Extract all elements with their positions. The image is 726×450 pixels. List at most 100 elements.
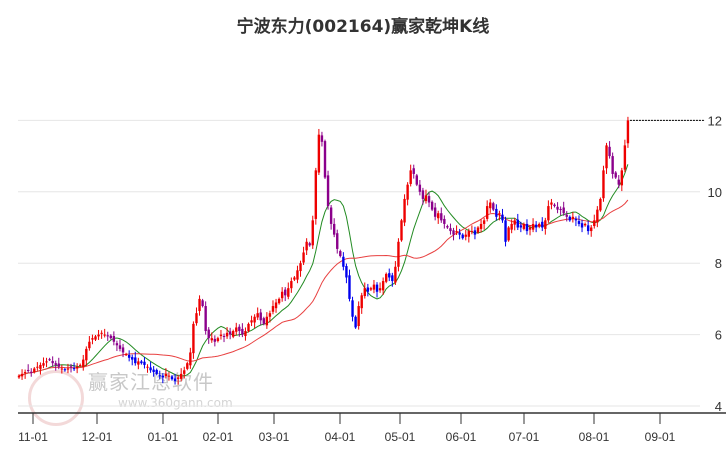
- candle-body: [614, 172, 617, 178]
- candle-body: [131, 357, 134, 360]
- candle-body: [427, 196, 431, 203]
- candle-body: [189, 352, 192, 366]
- candle-body: [351, 300, 354, 317]
- candle-body: [94, 336, 97, 340]
- candle-body: [100, 332, 103, 334]
- candle-body: [51, 361, 54, 364]
- candle-body: [326, 175, 330, 207]
- x-tick-label: 08-01: [579, 430, 610, 444]
- candle-body: [170, 376, 174, 380]
- candle-body: [522, 223, 526, 229]
- candle-body: [302, 252, 305, 263]
- candle-body: [277, 298, 281, 304]
- candle-body: [467, 231, 471, 237]
- candle-body: [17, 375, 21, 378]
- candle-body: [66, 368, 70, 370]
- candle-body: [348, 275, 351, 299]
- candle-body: [36, 366, 39, 368]
- candle-body: [256, 313, 259, 318]
- candle-body: [140, 361, 143, 364]
- candle-body: [26, 369, 30, 371]
- candle-body: [400, 220, 403, 241]
- candle-body: [473, 230, 477, 235]
- candle-body: [559, 208, 562, 210]
- candle-body: [446, 226, 449, 228]
- candle-body: [458, 232, 461, 235]
- candle-body: [332, 223, 336, 235]
- candle-body: [433, 207, 437, 217]
- candle-body: [146, 366, 149, 368]
- candle-body: [476, 227, 480, 233]
- candle-body: [320, 135, 324, 142]
- candle-body: [485, 206, 489, 219]
- candle-body: [443, 218, 446, 224]
- x-tick-label: 05-01: [385, 430, 416, 444]
- candle-body: [547, 206, 550, 221]
- candle-body: [538, 223, 541, 227]
- candle-body: [525, 223, 529, 232]
- candle-body: [284, 289, 287, 296]
- candle-body: [60, 368, 64, 370]
- candle-body: [42, 363, 45, 366]
- candle-body: [489, 202, 492, 209]
- candle-body: [507, 227, 510, 241]
- candle-body: [204, 306, 207, 332]
- candle-body: [219, 334, 223, 337]
- candle-body: [562, 207, 565, 214]
- candle-body: [314, 170, 318, 219]
- candle-body: [421, 190, 425, 199]
- chart-title: 宁波东力(002164)赢家乾坤K线: [236, 17, 490, 37]
- candle-body: [323, 141, 327, 178]
- candle-body: [238, 326, 241, 332]
- candle-body: [103, 334, 106, 336]
- candle-body: [599, 198, 602, 211]
- candle-body: [412, 168, 415, 174]
- candle-body: [510, 223, 513, 230]
- candle-body: [403, 198, 406, 223]
- candle-body: [176, 377, 180, 379]
- candle-body: [287, 288, 290, 297]
- candle-body: [626, 120, 630, 144]
- candle-body: [602, 170, 605, 199]
- candle-body: [583, 223, 587, 226]
- candle-body: [232, 331, 235, 337]
- candle-body: [360, 295, 363, 309]
- candle-body: [155, 369, 158, 374]
- candle-body: [183, 370, 186, 374]
- candle-body: [198, 298, 201, 312]
- y-tick-label: 4: [715, 399, 722, 414]
- candle-body: [568, 216, 571, 221]
- candle-body: [213, 338, 217, 342]
- candle-body: [118, 345, 122, 349]
- candle-body: [623, 145, 627, 170]
- x-tick-label: 03-01: [259, 430, 290, 444]
- candle-body: [48, 359, 51, 361]
- candle-body: [541, 221, 544, 228]
- candle-body: [317, 134, 321, 173]
- candle-body: [23, 372, 27, 374]
- candle-body: [336, 233, 339, 249]
- candle-body: [207, 329, 210, 339]
- candle-body: [586, 225, 590, 232]
- x-tick-label: 04-01: [325, 430, 356, 444]
- candle-body: [241, 328, 244, 335]
- x-tick-label: 06-01: [446, 430, 477, 444]
- candle-body: [222, 336, 226, 338]
- candle-body: [513, 220, 516, 225]
- candle-body: [354, 316, 357, 328]
- candle-body: [216, 338, 220, 342]
- candle-body: [596, 209, 599, 223]
- candle-body: [192, 323, 195, 354]
- candle-body: [293, 277, 296, 280]
- candle-body: [495, 208, 498, 217]
- candle-body: [235, 327, 238, 332]
- candle-body: [195, 313, 198, 324]
- x-tick-label: 07-01: [509, 430, 540, 444]
- watermark-brand: 赢家江恩软件: [88, 370, 214, 394]
- candle-body: [504, 220, 507, 242]
- candle-body: [167, 375, 171, 377]
- candle-body: [544, 220, 547, 229]
- candle-body: [378, 288, 382, 291]
- candle-body: [20, 373, 24, 377]
- candle-body: [550, 202, 553, 205]
